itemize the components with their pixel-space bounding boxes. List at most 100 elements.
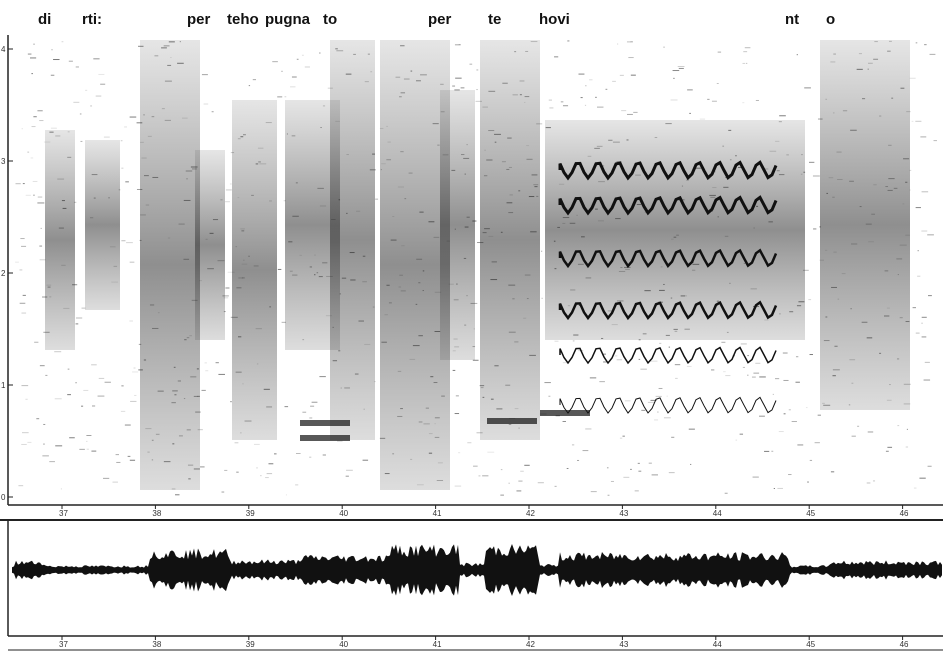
speckle (300, 255, 302, 256)
speckle (48, 287, 51, 288)
speckle (363, 256, 366, 257)
speckle (652, 474, 658, 475)
speckle (783, 380, 788, 381)
speckle (563, 105, 568, 106)
speckle (707, 99, 709, 100)
speckle (259, 163, 266, 164)
speckle (284, 200, 286, 201)
speckle (51, 49, 52, 50)
speckle (469, 64, 472, 65)
speckle (266, 122, 272, 123)
speckle (404, 198, 406, 199)
speckle (335, 121, 340, 122)
speckle (555, 341, 559, 342)
speckle (796, 356, 798, 357)
speckle (617, 44, 618, 45)
speckle (641, 410, 645, 411)
speckle (649, 463, 652, 464)
speckle (836, 152, 841, 153)
speckle (639, 339, 641, 340)
freq-tick-label: 3 (1, 157, 6, 166)
speckle (21, 313, 26, 314)
speckle (188, 465, 193, 466)
speckle (586, 277, 592, 278)
freq-tick-label: 0 (1, 493, 6, 502)
speckle (509, 167, 512, 168)
speckle (156, 434, 160, 435)
speckle (455, 44, 459, 45)
speckle (138, 46, 143, 47)
speckle (857, 426, 859, 427)
speckle (509, 424, 512, 425)
speckle (220, 199, 222, 200)
speckle (745, 47, 751, 48)
speckle (249, 85, 250, 86)
speckle (905, 182, 907, 183)
speckle (557, 227, 560, 228)
speckle (143, 114, 145, 115)
speckle (364, 409, 365, 410)
speckle (917, 276, 920, 277)
speckle (243, 260, 244, 261)
speckle (501, 232, 503, 233)
speckle (779, 121, 782, 122)
speckle (286, 494, 287, 495)
speckle (82, 308, 86, 309)
speckle (889, 41, 892, 42)
speckle (747, 355, 749, 356)
speckle (735, 155, 737, 156)
speckle (46, 285, 51, 286)
speckle (458, 452, 460, 453)
speckle (142, 158, 147, 159)
speckle (54, 351, 61, 352)
speckle (740, 434, 743, 435)
speckle (515, 408, 519, 409)
speckle (910, 170, 912, 171)
speckle (894, 188, 898, 189)
speckle (409, 173, 413, 174)
speckle (317, 272, 318, 273)
speckle (906, 321, 910, 322)
speckle (20, 238, 24, 239)
speckle (671, 99, 678, 100)
spectral-blob (195, 150, 225, 340)
speckle (38, 197, 42, 198)
speckle (121, 411, 125, 412)
speckle (777, 170, 780, 171)
speckle (860, 206, 862, 207)
speckle (254, 444, 260, 445)
speckle (189, 335, 192, 336)
speckle (69, 61, 73, 62)
speckle (467, 442, 471, 443)
speckle (23, 183, 25, 184)
speckle (202, 74, 208, 75)
speckle (391, 240, 397, 241)
speckle (380, 438, 385, 439)
speckle (172, 488, 176, 489)
speckle (743, 51, 747, 52)
speckle (520, 94, 522, 95)
speckle (617, 300, 624, 301)
speckle (218, 374, 225, 375)
speckle (177, 63, 184, 64)
speckle (824, 340, 830, 341)
speckle (85, 90, 87, 91)
speckle (130, 117, 137, 118)
speckle (834, 346, 837, 347)
speckle (130, 262, 135, 263)
speckle (554, 241, 556, 242)
speckle (103, 478, 109, 479)
speckle (538, 482, 544, 483)
speckle (256, 163, 259, 164)
speckle (887, 308, 890, 309)
speckle (410, 359, 416, 360)
speckle (320, 205, 326, 206)
speckle (418, 282, 420, 283)
speckle (689, 113, 691, 114)
speckle (429, 453, 432, 454)
speckle (541, 251, 542, 252)
speckle (907, 429, 908, 430)
speckle (326, 276, 333, 277)
speckle (777, 488, 783, 489)
speckle (682, 186, 683, 187)
